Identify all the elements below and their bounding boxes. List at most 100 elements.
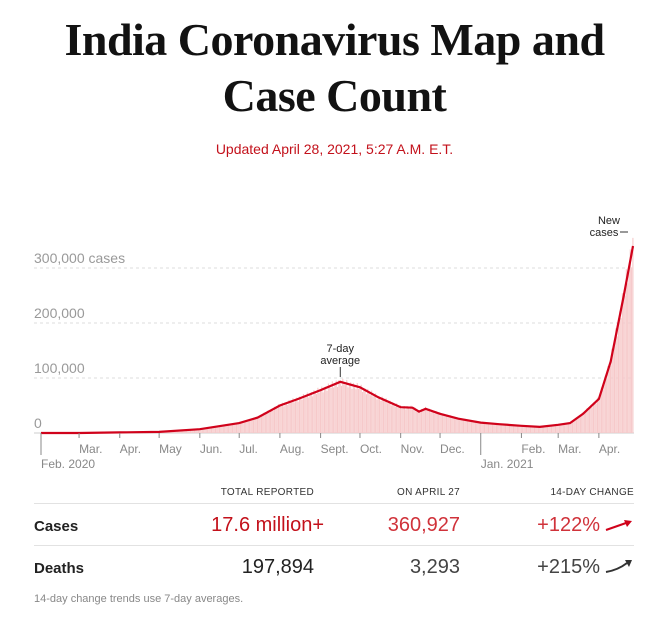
daily-case-bar [313, 390, 315, 433]
daily-case-bar [535, 426, 537, 433]
daily-case-bar [384, 401, 386, 433]
daily-case-bar [287, 404, 289, 433]
daily-case-bar [474, 420, 476, 433]
daily-case-bar [246, 420, 248, 433]
daily-case-bar [407, 407, 409, 433]
daily-case-bar [623, 297, 625, 433]
daily-case-bar [456, 418, 458, 433]
daily-case-bar [426, 410, 428, 433]
bars-annotation: cases [590, 227, 619, 239]
daily-case-bar [540, 426, 542, 433]
daily-case-bar [373, 395, 375, 433]
daily-case-bar [520, 425, 522, 433]
daily-case-bar [268, 412, 270, 433]
daily-case-bar [533, 427, 536, 433]
daily-case-bar [406, 405, 408, 433]
daily-case-bar [424, 406, 427, 433]
daily-case-bar [589, 407, 591, 433]
daily-case-bar [335, 380, 337, 433]
daily-case-bar [196, 429, 198, 433]
daily-case-bar [390, 405, 392, 433]
daily-case-bar [213, 426, 215, 433]
daily-case-bar [457, 418, 459, 433]
daily-case-bar [263, 412, 265, 433]
daily-case-bar [497, 423, 499, 433]
daily-case-bar [549, 425, 551, 433]
daily-case-bar [544, 426, 546, 433]
daily-case-bar [536, 426, 538, 433]
daily-case-bar [310, 392, 312, 433]
table-row-deaths: Deaths 197,894 3,293 +215% [34, 545, 634, 588]
daily-case-bar [539, 426, 541, 433]
daily-case-bar [515, 425, 517, 433]
daily-case-bar [271, 408, 273, 433]
daily-case-bar [238, 422, 240, 433]
daily-case-bar [245, 420, 247, 433]
daily-case-bar [208, 428, 210, 433]
daily-case-bar [453, 416, 455, 433]
daily-case-bar [292, 398, 294, 433]
daily-case-bar [368, 392, 370, 433]
daily-case-bar [231, 423, 234, 433]
daily-case-bar [477, 422, 479, 433]
daily-case-bar [487, 423, 490, 433]
daily-case-bar [323, 386, 325, 433]
bars-annotation: New [598, 215, 620, 227]
daily-case-bar [288, 399, 290, 433]
daily-case-bar [350, 382, 352, 433]
daily-case-bar [258, 418, 260, 433]
daily-case-bar [461, 419, 463, 433]
daily-case-bar [468, 419, 470, 433]
daily-case-bar [565, 423, 567, 433]
daily-case-bar [485, 422, 487, 433]
daily-case-bar [221, 425, 223, 433]
daily-case-bar [388, 401, 390, 433]
daily-case-bar [564, 423, 566, 433]
daily-case-bar [401, 408, 403, 433]
daily-case-bar [356, 382, 358, 433]
daily-case-bar [218, 426, 220, 433]
daily-case-bar [201, 428, 203, 433]
daily-case-bar [410, 405, 412, 433]
daily-case-bar [503, 423, 505, 433]
daily-case-bar [377, 395, 379, 433]
daily-case-bar [400, 405, 402, 433]
daily-case-bar [233, 424, 235, 433]
y-tick-label: 200,000 [34, 305, 85, 321]
daily-case-bar [431, 410, 433, 433]
daily-case-bar [415, 411, 417, 433]
daily-case-bar [610, 365, 612, 433]
daily-case-bar [205, 427, 207, 433]
daily-case-bar [449, 415, 452, 433]
daily-case-bar [568, 422, 570, 433]
daily-case-bar [300, 397, 302, 433]
daily-case-bar [340, 385, 343, 433]
footnote: 14-day change trends use 7-day averages. [34, 593, 244, 605]
daily-case-bar [312, 396, 314, 433]
daily-case-bar [180, 430, 182, 433]
daily-case-bar [541, 427, 543, 433]
daily-case-bar [522, 425, 524, 433]
daily-case-bar [389, 400, 391, 433]
daily-case-bar [270, 409, 272, 433]
daily-case-bar [590, 404, 592, 433]
daily-case-bar [523, 426, 525, 433]
daily-case-bar [608, 365, 610, 433]
daily-case-bar [607, 365, 609, 433]
daily-case-bar [560, 424, 562, 433]
daily-case-bar [486, 422, 488, 433]
x-tick-label: Apr. [599, 442, 620, 456]
daily-case-bar [596, 397, 599, 433]
daily-case-bar [621, 293, 623, 433]
daily-case-bar [506, 424, 508, 433]
daily-case-bar [583, 412, 585, 433]
daily-case-bar [616, 336, 618, 433]
daily-case-bar [273, 406, 276, 433]
daily-case-bar [317, 387, 319, 433]
daily-case-bar [443, 413, 445, 433]
daily-case-bar [519, 426, 521, 433]
daily-case-bar [502, 425, 504, 433]
daily-case-bar [501, 424, 503, 433]
daily-case-bar [552, 425, 554, 433]
daily-case-bar [556, 425, 558, 433]
